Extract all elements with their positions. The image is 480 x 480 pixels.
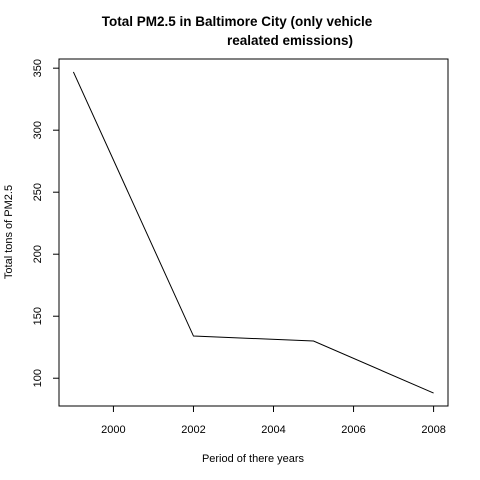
- x-tick-label: 2004: [261, 424, 285, 436]
- y-axis: 100 150 200 250 300 350: [32, 59, 59, 387]
- x-axis-label: Period of there years: [202, 453, 305, 465]
- chart-title-line-1: Total PM2.5 in Baltimore City (only vehi…: [102, 14, 373, 29]
- x-tick-label: 2008: [421, 424, 445, 436]
- y-tick-label: 100: [32, 369, 44, 387]
- x-tick-label: 2002: [181, 424, 205, 436]
- y-tick-label: 150: [32, 307, 44, 325]
- x-tick-label: 2006: [341, 424, 365, 436]
- y-axis-label: Total tons of PM2.5: [3, 185, 15, 279]
- series-group: [72, 71, 434, 394]
- x-axis: 2000 2002 2004 2006 2008: [101, 406, 446, 436]
- x-tick-label: 2000: [101, 424, 125, 436]
- plot-box: [58, 58, 449, 407]
- y-tick-label: 200: [32, 245, 44, 263]
- y-tick-label: 300: [32, 121, 44, 139]
- chart-title-line-2: realated emissions): [227, 33, 353, 48]
- y-tick-label: 350: [32, 59, 44, 77]
- y-tick-label: 250: [32, 183, 44, 201]
- series-line: [72, 71, 434, 394]
